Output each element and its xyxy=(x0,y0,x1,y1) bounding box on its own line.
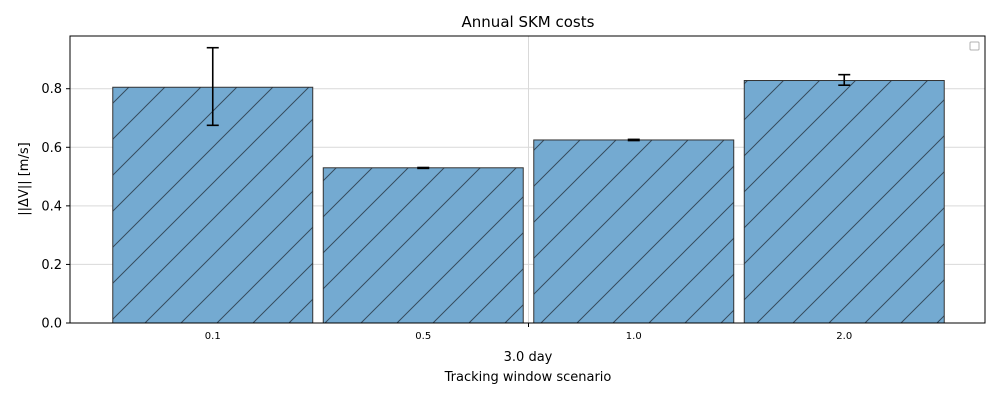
y-tick-label: 0.0 xyxy=(41,317,62,332)
legend-box xyxy=(969,41,980,51)
chart-title: Annual SKM costs xyxy=(462,13,595,31)
plot-frame xyxy=(69,35,986,324)
y-tick-label: 0.8 xyxy=(41,82,62,97)
x-tick-label: 1.0 xyxy=(626,331,642,342)
y-tick-label: 0.2 xyxy=(41,258,62,273)
group-label: 3.0 day xyxy=(504,350,553,365)
x-tick-label: 0.1 xyxy=(205,331,221,342)
bar-hatch xyxy=(112,86,314,324)
error-bars xyxy=(206,46,851,170)
y-axis: 0.0 0.2 0.4 0.6 0.8 xyxy=(41,82,70,332)
x-tick-label: 2.0 xyxy=(836,331,852,342)
x-axis-label: Tracking window scenario xyxy=(444,370,612,385)
bar-hatch xyxy=(533,139,735,324)
y-tick-label: 0.4 xyxy=(41,199,62,214)
bar-hatch xyxy=(322,167,524,324)
x-axis: 0.1 0.5 1.0 2.0 xyxy=(205,323,852,342)
x-tick-label: 0.5 xyxy=(415,331,431,342)
bars xyxy=(112,80,945,324)
bar-hatch xyxy=(743,80,945,324)
y-axis-label: ||ΔV|| [m/s] xyxy=(17,142,32,215)
y-tick-label: 0.6 xyxy=(41,141,62,156)
